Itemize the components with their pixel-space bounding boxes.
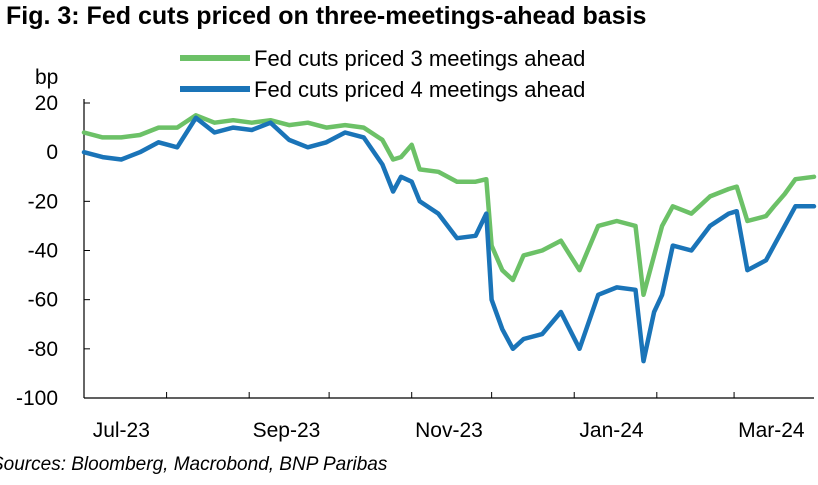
y-tick-label: 20 — [35, 92, 58, 115]
legend: Fed cuts priced 3 meetings ahead Fed cuts… — [180, 46, 585, 102]
y-tick-label: -20 — [28, 190, 58, 213]
x-tick-label: Jul-23 — [93, 419, 150, 442]
y-tick-label: -40 — [28, 240, 58, 263]
y-tick-label: -60 — [28, 289, 58, 312]
x-tick-label: Nov-23 — [415, 419, 483, 442]
series-line-1 — [81, 113, 817, 298]
x-tick-label: Jan-24 — [579, 419, 644, 442]
axes: 20 0 -20 -40 -60 -80 -100 bp Jul-23 Sep-23 Nov-23 J… — [16, 66, 814, 442]
source-note: Sources: Bloomberg, Macrobond, BNP Parib… — [0, 454, 388, 475]
y-tick-label: -80 — [28, 338, 58, 361]
legend-label-1: Fed cuts priced 3 meetings ahead — [254, 46, 585, 71]
series-line-2 — [81, 115, 817, 364]
x-tick-label: Sep-23 — [253, 419, 321, 442]
y-tick-label: 0 — [46, 141, 58, 164]
series-layer — [81, 113, 817, 364]
legend-label-2: Fed cuts priced 4 meetings ahead — [254, 77, 585, 102]
y-tick-label: -100 — [16, 387, 58, 410]
x-tick-label: Mar-24 — [738, 419, 805, 442]
y-axis-unit: bp — [35, 66, 58, 89]
chart-title: Fig. 3: Fed cuts priced on three-meeting… — [6, 2, 647, 30]
